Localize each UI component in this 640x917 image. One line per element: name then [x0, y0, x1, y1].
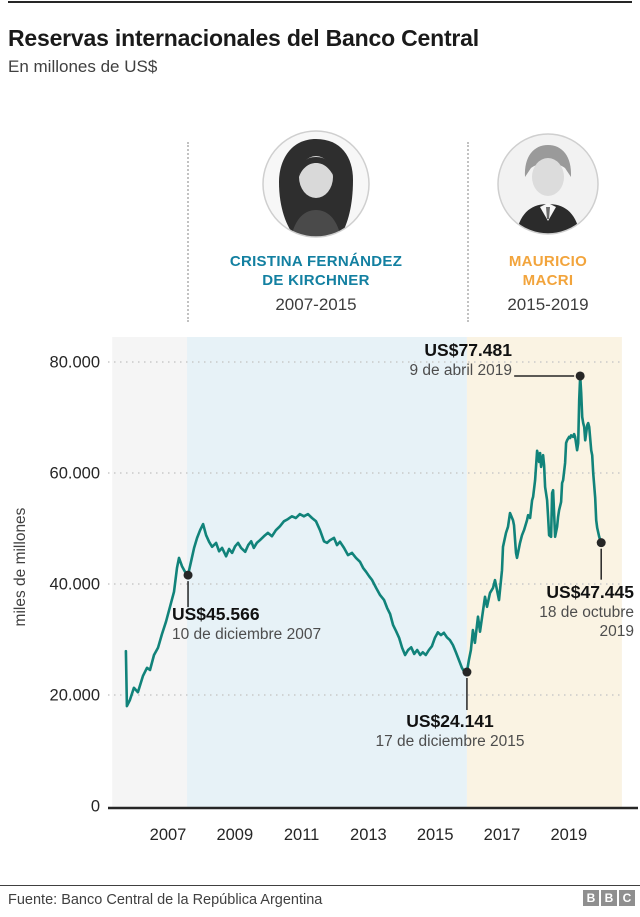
x-tick-label: 2009: [216, 826, 253, 844]
presidency-region: [112, 337, 188, 808]
y-tick-label: 20.000: [50, 687, 100, 705]
x-tick-label: 2007: [150, 826, 187, 844]
macri-start-dotted-line: [467, 142, 469, 322]
president-term-kirchner: 2007-2015: [275, 295, 357, 314]
cristina-kirchner-photo: [262, 130, 370, 238]
annotation-apr-2019: US$77.481 9 de abril 2019: [409, 340, 512, 380]
top-rule: [8, 1, 632, 3]
president-name-kirchner: CRISTINA FERNÁNDEZ DE KIRCHNER: [216, 252, 416, 290]
y-axis-title: miles de millones: [12, 507, 29, 627]
reserves-series-line: [124, 374, 603, 708]
annotation-date: 2019: [599, 623, 634, 640]
footer-divider: [0, 885, 640, 886]
y-tick-label: 40.000: [50, 576, 100, 594]
annotation-value: US$47.445: [546, 582, 634, 602]
macri-name-line1: MAURICIO: [508, 253, 588, 270]
mauricio-macri-photo: [497, 133, 599, 235]
x-tick-label: 2015: [417, 826, 454, 844]
presidency-region: [187, 337, 467, 808]
annotation-date: 18 de octubre: [539, 604, 634, 621]
x-tick-label: 2013: [350, 826, 387, 844]
annotation-oct-2019: US$47.445 18 de octubre 2019: [539, 582, 634, 641]
x-tick-label: 2019: [550, 826, 587, 844]
x-tick-label: 2011: [284, 826, 319, 844]
bbc-logo-letter: B: [601, 890, 617, 906]
bbc-logo: B B C: [583, 890, 635, 906]
kirchner-start-dotted-line: [187, 142, 189, 322]
annotation-date: 17 de diciembre 2015: [375, 733, 525, 750]
president-name-macri: MAURICIO MACRI: [448, 252, 640, 290]
annotation-dec-2007: US$45.566 10 de diciembre 2007: [172, 604, 321, 644]
bbc-logo-letter: B: [583, 890, 599, 906]
marker-dot: [575, 371, 585, 381]
kirchner-name-line1: CRISTINA FERNÁNDEZ: [229, 253, 403, 270]
page-title: Reservas internacionales del Banco Centr…: [8, 25, 479, 51]
y-tick-label: 60.000: [50, 465, 100, 483]
annotation-value: US$24.141: [406, 711, 494, 731]
annotation-dec-2015: US$24.141 17 de diciembre 2015: [360, 711, 540, 751]
x-tick-label: 2017: [484, 826, 521, 844]
annotation-date: 10 de diciembre 2007: [172, 626, 322, 643]
president-term-macri: 2015-2019: [507, 295, 589, 314]
y-tick-label: 80.000: [50, 354, 100, 372]
y-tick-label: 0: [91, 798, 100, 816]
annotation-date: 9 de abril 2019: [409, 362, 512, 379]
kirchner-name-line2: DE KIRCHNER: [262, 272, 370, 289]
annotation-value: US$45.566: [172, 604, 260, 624]
marker-dot: [596, 538, 606, 548]
annotation-value: US$77.481: [424, 340, 512, 360]
source-credit: Fuente: Banco Central de la República Ar…: [8, 892, 323, 908]
bbc-logo-letter: C: [619, 890, 635, 906]
macri-name-line2: MACRI: [522, 272, 574, 289]
marker-dot: [462, 667, 472, 677]
presidency-region: [466, 337, 622, 808]
marker-dot: [183, 570, 193, 580]
page-subtitle: En millones de US$: [8, 57, 158, 76]
